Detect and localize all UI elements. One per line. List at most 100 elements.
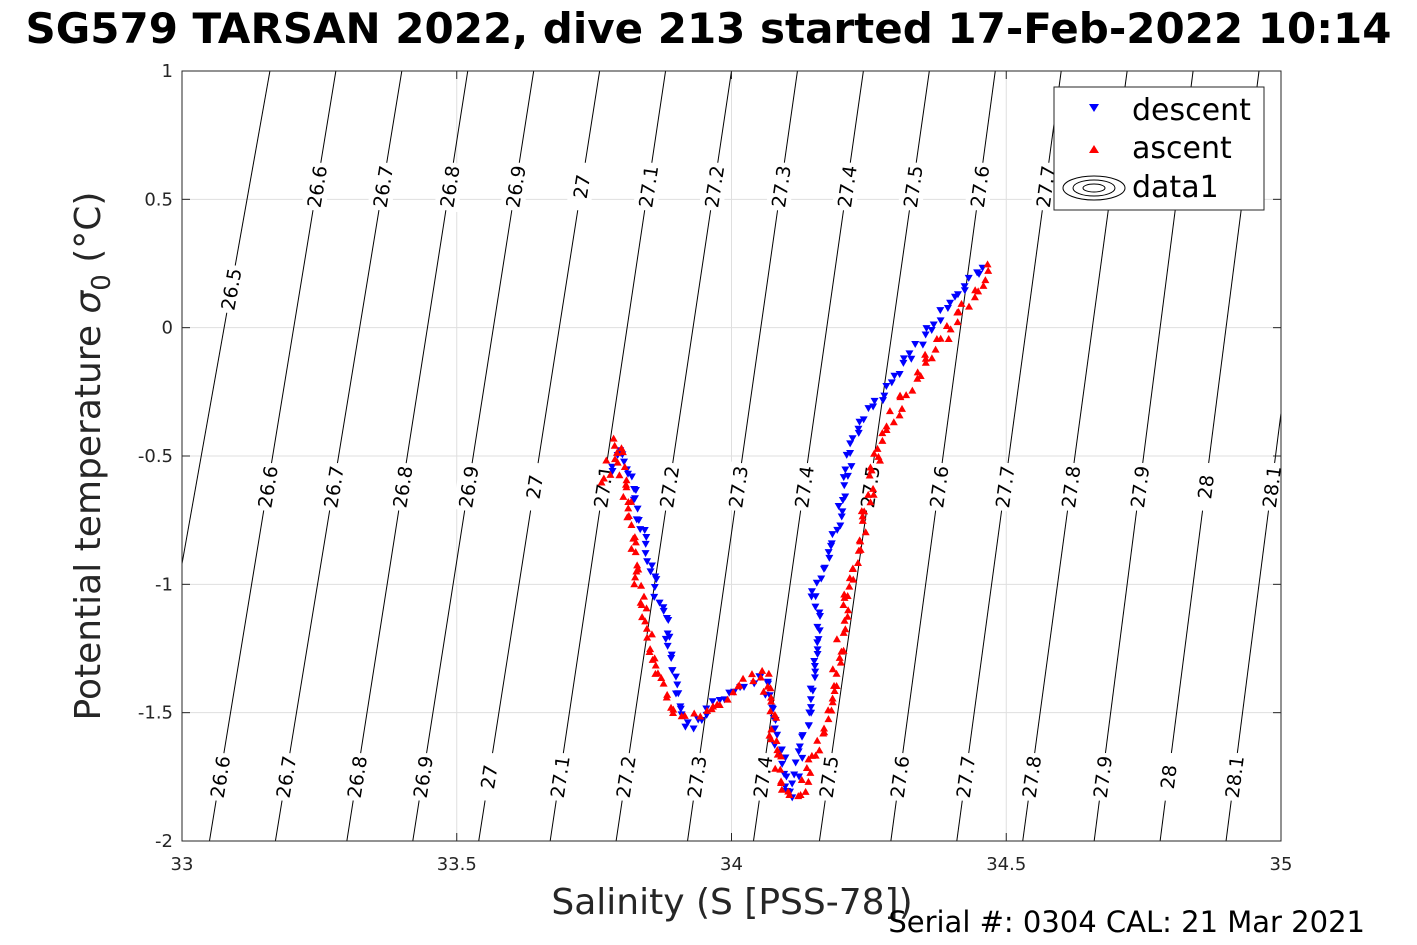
descent-point — [689, 725, 698, 733]
descent-point — [781, 754, 790, 762]
descent-point — [659, 607, 668, 615]
ascent-point — [828, 694, 837, 702]
descent-point — [794, 748, 803, 756]
ascent-point — [970, 293, 979, 301]
descent-point — [921, 331, 930, 339]
ascent-point — [624, 497, 633, 505]
ascent-point — [865, 471, 874, 479]
ascent-point — [830, 687, 839, 695]
ascent-point — [848, 564, 857, 572]
ascent-point — [804, 755, 813, 763]
y-tick-label: -1 — [155, 574, 173, 595]
ascent-point — [828, 698, 837, 706]
ascent-point — [646, 645, 655, 653]
ascent-point — [796, 791, 805, 799]
y-tick-label: -2 — [155, 831, 173, 852]
ascent-point — [797, 775, 806, 783]
descent-point — [864, 405, 873, 413]
contour-label-bg — [831, 161, 863, 212]
ascent-point — [756, 673, 765, 681]
ascent-point — [606, 470, 615, 478]
ascent-point — [634, 565, 643, 573]
ascent-point — [641, 617, 650, 625]
descent-point — [808, 687, 817, 695]
descent-point — [943, 305, 952, 313]
ascent-point — [832, 669, 841, 677]
ascent-point — [776, 765, 785, 773]
descent-point — [946, 299, 955, 307]
ascent-point — [813, 736, 822, 744]
descent-point — [768, 704, 777, 712]
descent-point — [819, 565, 828, 573]
legend-descent-label: descent — [1132, 93, 1251, 128]
descent-point — [788, 780, 797, 788]
descent-point — [663, 642, 672, 650]
ascent-point — [801, 787, 810, 795]
ascent-point — [621, 480, 630, 488]
ascent-point — [858, 516, 867, 524]
descent-point — [643, 558, 652, 566]
descent-point — [870, 397, 879, 405]
y-tick-label: 0 — [162, 318, 173, 339]
descent-point — [811, 668, 820, 676]
descent-point — [667, 654, 676, 662]
descent-point — [846, 450, 855, 458]
ascent-point — [840, 590, 849, 598]
ascent-point — [885, 407, 894, 415]
descent-point — [817, 575, 826, 583]
descent-point — [647, 562, 656, 570]
descent-point — [777, 746, 786, 754]
ascent-point — [663, 690, 672, 698]
ascent-point — [845, 582, 854, 590]
ascent-point — [921, 350, 930, 358]
descent-point — [811, 593, 820, 601]
ascent-point — [820, 724, 829, 732]
ascent-point — [889, 418, 898, 426]
ascent-point — [895, 411, 904, 419]
ascent-point — [854, 546, 863, 554]
legend-ascent-marker — [1089, 145, 1099, 153]
descent-point — [918, 341, 927, 349]
descent-point — [929, 321, 938, 329]
descent-point — [810, 663, 819, 671]
contour-label: 27 — [570, 173, 595, 200]
descent-point — [673, 681, 682, 689]
y-axis-label: Potential temperature σ0 (°C) — [68, 192, 117, 721]
ascent-point — [771, 764, 780, 772]
descent-point — [773, 731, 782, 739]
ascent-point — [815, 746, 824, 754]
descent-point — [855, 418, 864, 426]
ascent-point — [981, 276, 990, 284]
contour-labels: 26.6 26.7 26.8 26.9 27 27.1 27.2 27.3 27.4 27.5 27… — [204, 160, 1287, 803]
ascent-point — [638, 613, 647, 621]
descent-point — [623, 470, 632, 478]
ascent-point — [758, 666, 767, 674]
descent-point — [837, 513, 846, 521]
legend-box — [1053, 86, 1265, 211]
descent-point — [813, 639, 822, 647]
ascent-point — [696, 712, 705, 720]
contour-label-bg — [765, 161, 797, 212]
descent-point — [834, 503, 843, 511]
contour-label-bg — [964, 161, 995, 212]
ascent-point — [772, 737, 781, 745]
ascent-point — [773, 750, 782, 758]
legend-ascent-label: ascent — [1132, 131, 1232, 166]
descent-point — [847, 463, 856, 471]
ascent-point — [777, 785, 786, 793]
ascent-point — [764, 669, 773, 677]
ascent-point — [766, 707, 775, 715]
descent-point — [824, 549, 833, 557]
descent-point — [641, 540, 650, 548]
contour-label-bg — [1055, 461, 1086, 513]
ascent-point — [836, 658, 845, 666]
contour-label: 27.9 — [1090, 755, 1117, 800]
descent-point — [770, 725, 779, 733]
descent-point — [642, 533, 651, 541]
descent-point — [812, 579, 821, 587]
descent-point — [899, 355, 908, 363]
descent-point — [950, 293, 959, 301]
ascent-point — [878, 429, 887, 437]
descent-point — [879, 397, 888, 405]
